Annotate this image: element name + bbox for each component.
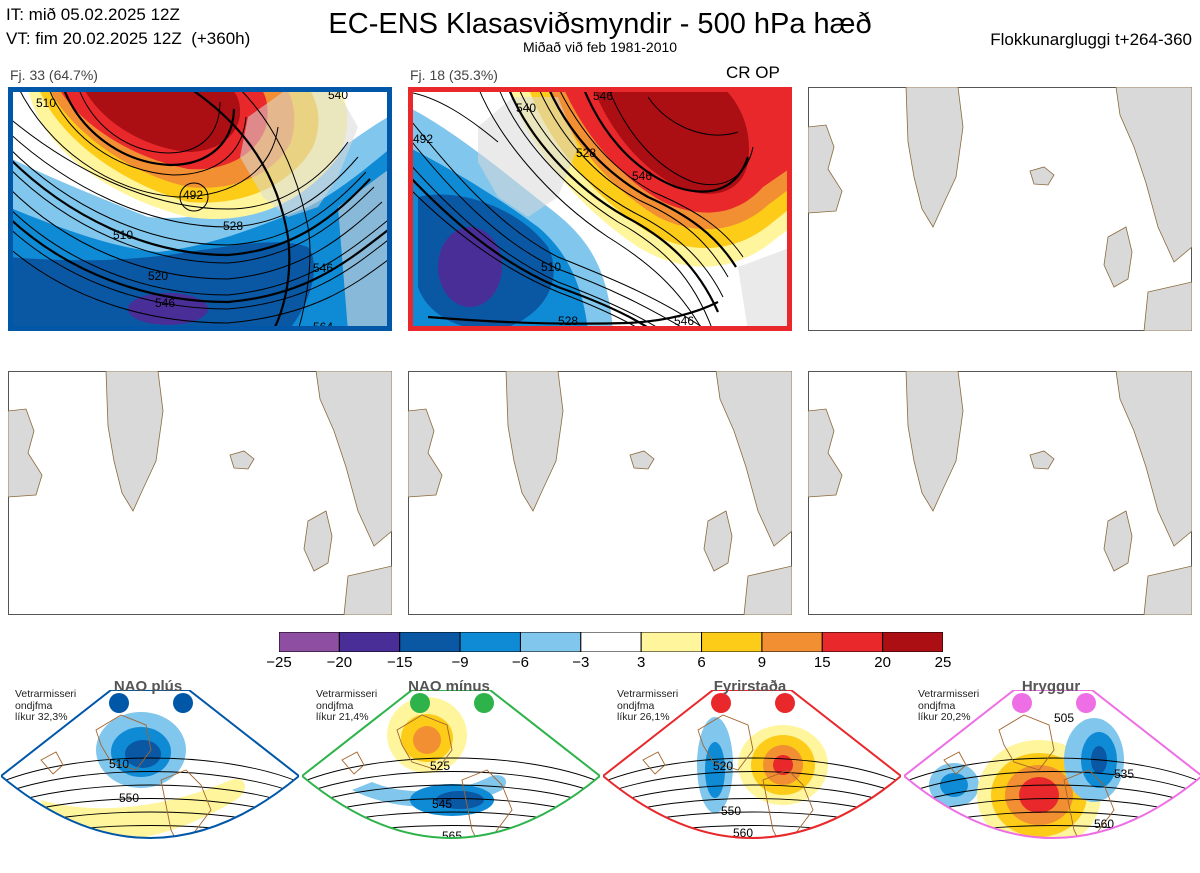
regime-contour-label: 535 [1114,767,1134,781]
page-subtitle: Miðað við feb 1981-2010 [522,39,678,55]
colorbar-tick-label: 9 [757,654,767,671]
regime-title: NAO plús [113,678,183,695]
empty-map-panel [408,371,792,615]
cluster-2-map: 492 510 528 528 540 546 546 546 [408,87,792,331]
regime-note: Vetrarmisseri ondjfma líkur 32,3% [15,688,77,723]
contour-label: 546 [593,89,613,103]
contour-label: 546 [632,169,652,183]
colorbar-tick-label: 3 [637,654,646,671]
colorbar-swatch [459,631,521,653]
contour-label: 546 [674,314,694,328]
contour-label: 546 [313,261,333,275]
regime-contour-label: 550 [119,791,139,805]
colorbar-swatch [761,631,823,653]
colorbar-swatch [338,631,401,653]
regime-marker-dot [775,693,795,713]
regime-note: Vetrarmisseri ondjfma líkur 26,1% [617,688,679,723]
regime-marker-dot [410,693,430,713]
contour-label: 528 [558,314,578,328]
cluster-2-tag: CR OP [726,63,780,82]
colorbar [278,631,944,653]
regime-contour-label: 550 [721,804,741,818]
colorbar-swatch [640,631,703,653]
regime-outline [601,689,903,839]
regime-contour-label: 505 [1054,711,1074,725]
contour-label: 510 [541,260,561,274]
initial-time: IT: mið 05.02.2025 12Z [6,5,180,24]
colorbar-tick-label: 6 [697,654,706,671]
contour-label: 528 [576,146,596,160]
regime-marker-dot [474,693,494,713]
regime-contour-label: 510 [109,757,129,771]
colorbar-swatch [821,631,884,653]
regime-marker-dot [711,693,731,713]
contour-label: 492 [183,188,203,202]
contour-label: 528 [223,219,243,233]
regime-contour-label: 560 [733,826,753,840]
colorbar-tick-label: −9 [451,654,469,671]
cluster-1-map: 492 510 528 520 546 546 564 540 510 [8,87,392,331]
colorbar-tick-label: 15 [813,654,831,671]
empty-map-panel [808,371,1192,615]
regime-outline [902,689,1200,839]
colorbar-tick-label: 20 [874,654,891,671]
regime-outline [0,689,301,839]
regime-note: Vetrarmisseri ondjfma líkur 21,4% [316,688,378,723]
colorbar-swatch [701,631,763,653]
empty-map-panel [808,87,1192,331]
regime-marker-dot [1012,693,1032,713]
contour-label: 564 [313,320,333,331]
contour-label: 520 [148,269,168,283]
regime-outline [300,689,602,839]
regime-note: Vetrarmisseri ondjfma líkur 20,2% [918,688,980,723]
colorbar-swatch [278,631,340,653]
cluster-1-border [8,87,392,331]
colorbar-swatch [519,631,582,653]
regime-contour-label: 520 [713,759,733,773]
colorbar-swatch [882,631,944,653]
regime-title: Fyrirstaða [713,678,787,695]
regime-marker-dot [109,693,129,713]
regime-panel: 525 545 565 [300,689,602,868]
regime-contour-label: 560 [1094,817,1114,831]
regime-panel: 510 550 [0,689,301,868]
empty-map-panel [8,371,392,615]
page-title: EC-ENS Klasasviðsmyndir - 500 hPa hæð [328,8,872,40]
colorbar-tick-label: −25 [266,654,292,671]
cluster-1-label: Fj. 33 (64.7%) [10,67,98,83]
contour-label: 546 [155,296,175,310]
colorbar-swatch [580,631,642,653]
colorbar-tick-label: −20 [326,654,353,671]
regime-panel: 505 535 560 [902,689,1200,868]
regime-title: NAO mínus [408,678,490,695]
colorbar-swatch [399,631,461,653]
classification-window: Flokkunargluggi t+264-360 [990,30,1192,49]
regime-contour-label: 545 [432,797,452,811]
colorbar-tick-label: −15 [386,654,413,671]
contour-label: 510 [36,96,56,110]
cluster-2-border [408,87,792,331]
regime-contour-label: 525 [430,759,450,773]
contour-label: 510 [113,228,133,242]
regime-title: Hryggur [1021,678,1081,695]
regime-marker-dot [1076,693,1096,713]
colorbar-tick-label: 25 [934,654,952,671]
valid-time: VT: fim 20.02.2025 12Z (+360h) [6,29,251,48]
colorbar-tick-label: −6 [511,654,530,671]
regime-panel: 520 550 560 [601,689,903,868]
cluster-2-label: Fj. 18 (35.3%) [410,67,498,83]
contour-label: 540 [516,101,536,115]
contour-label: 492 [413,132,433,146]
regime-contour-label: 565 [442,829,462,843]
colorbar-tick-label: −3 [572,654,590,671]
regime-marker-dot [173,693,193,713]
